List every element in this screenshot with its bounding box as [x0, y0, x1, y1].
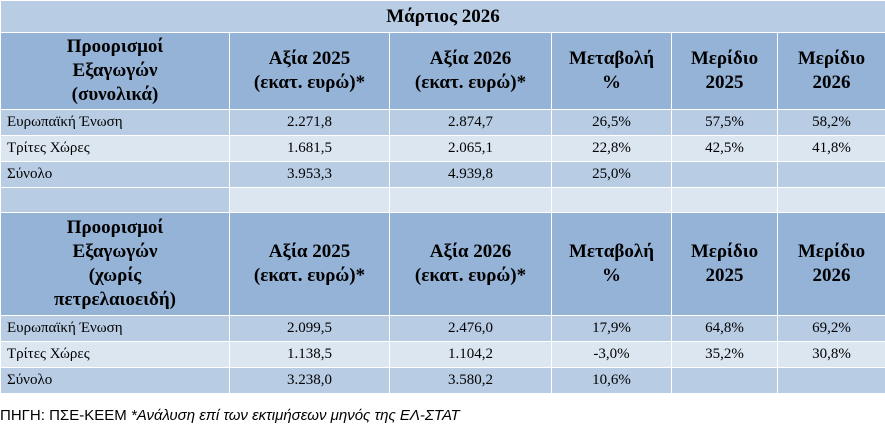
- empty-cell: [777, 367, 885, 394]
- data-cell: 69,2%: [777, 315, 885, 342]
- data-cell: 2.271,8: [229, 109, 390, 136]
- data-cell: 3.238,0: [229, 367, 390, 394]
- data-cell: 17,9%: [551, 315, 672, 342]
- header-cell: Μερίδιο 2025: [671, 32, 778, 110]
- data-row: Τρίτες Χώρες 1.138,5 1.104,2 -3,0% 35,2% 30,8…: [0, 341, 885, 368]
- data-cell: 57,5%: [671, 109, 778, 136]
- header-cell: Μερίδιο 2026: [777, 212, 885, 316]
- data-cell: 2.099,5: [229, 315, 390, 342]
- empty-cell: [671, 187, 778, 213]
- data-cell: 25,0%: [551, 161, 672, 188]
- data-cell: Σύνολο: [0, 367, 230, 394]
- header-cell: Μεταβολή %: [551, 212, 672, 316]
- title-cell: Μάρτιος 2026: [0, 0, 885, 33]
- data-cell: 35,2%: [671, 341, 778, 368]
- empty-cell: [777, 161, 885, 188]
- data-cell: 10,6%: [551, 367, 672, 394]
- data-cell: 42,5%: [671, 135, 778, 162]
- data-cell: 58,2%: [777, 109, 885, 136]
- data-cell: 41,8%: [777, 135, 885, 162]
- header-cell: Αξία 2025 (εκατ. ευρώ)*: [229, 212, 390, 316]
- source: ΠΗΓΗ: ΠΣΕ-ΚΕΕΜ: [0, 407, 127, 424]
- data-cell: 2.476,0: [389, 315, 552, 342]
- header-cell: Αξία 2026 (εκατ. ευρώ)*: [389, 212, 552, 316]
- data-cell: 22,8%: [551, 135, 672, 162]
- header-cell: Αξία 2026 (εκατ. ευρώ)*: [389, 32, 552, 110]
- data-cell: 1.104,2: [389, 341, 552, 368]
- data-cell: Τρίτες Χώρες: [0, 135, 230, 162]
- empty-cell: [671, 367, 778, 394]
- data-cell: 26,5%: [551, 109, 672, 136]
- empty-cell: [0, 187, 230, 213]
- data-cell: Σύνολο: [0, 161, 230, 188]
- data-cell: Τρίτες Χώρες: [0, 341, 230, 368]
- header-row: Προορισμοί Εξαγωγών (χωρίς πετρελαιοειδή…: [0, 212, 885, 316]
- data-cell: 1.138,5: [229, 341, 390, 368]
- note: *Ανάλυση επί των εκτιμήσεων μηνός της ΕΛ…: [130, 407, 460, 424]
- spacer-row: [0, 187, 885, 213]
- data-cell: Ευρωπαϊκή Ένωση: [0, 315, 230, 342]
- data-cell: 30,8%: [777, 341, 885, 368]
- footer: ΠΗΓΗ: ΠΣΕ-ΚΕΕΜ *Ανάλυση επί των εκτιμήσε…: [0, 407, 460, 424]
- data-cell: Ευρωπαϊκή Ένωση: [0, 109, 230, 136]
- header-cell: Μερίδιο 2025: [671, 212, 778, 316]
- data-row: Ευρωπαϊκή Ένωση 2.099,5 2.476,0 17,9% 64,8% 6…: [0, 315, 885, 342]
- header-cell: Αξία 2025 (εκατ. ευρώ)*: [229, 32, 390, 110]
- header-row: Προορισμοί Εξαγωγών (συνολικά) Αξία 2025 …: [0, 32, 885, 110]
- data-cell: 2.065,1: [389, 135, 552, 162]
- data-cell: 3.953,3: [229, 161, 390, 188]
- data-row: Ευρωπαϊκή Ένωση 2.271,8 2.874,7 26,5% 57,5% 5…: [0, 109, 885, 136]
- data-cell: -3,0%: [551, 341, 672, 368]
- empty-cell: [389, 187, 552, 213]
- header-cell: Μερίδιο 2026: [777, 32, 885, 110]
- export-table: Μάρτιος 2026 Προορισμοί Εξαγωγών (συνολικ…: [0, 0, 885, 394]
- data-cell: 3.580,2: [389, 367, 552, 394]
- empty-cell: [551, 187, 672, 213]
- data-row: Σύνολο 3.953,3 4.939,8 25,0%: [0, 161, 885, 188]
- data-row: Σύνολο 3.238,0 3.580,2 10,6%: [0, 367, 885, 394]
- empty-cell: [671, 161, 778, 188]
- data-cell: 1.681,5: [229, 135, 390, 162]
- data-cell: 2.874,7: [389, 109, 552, 136]
- data-row: Τρίτες Χώρες 1.681,5 2.065,1 22,8% 42,5% 41,8…: [0, 135, 885, 162]
- header-cell: Προορισμοί Εξαγωγών (χωρίς πετρελαιοειδή…: [0, 212, 230, 316]
- empty-cell: [777, 187, 885, 213]
- header-cell: Μεταβολή %: [551, 32, 672, 110]
- header-cell: Προορισμοί Εξαγωγών (συνολικά): [0, 32, 230, 110]
- data-cell: 4.939,8: [389, 161, 552, 188]
- data-cell: 64,8%: [671, 315, 778, 342]
- empty-cell: [229, 187, 390, 213]
- title-row: Μάρτιος 2026: [0, 0, 885, 33]
